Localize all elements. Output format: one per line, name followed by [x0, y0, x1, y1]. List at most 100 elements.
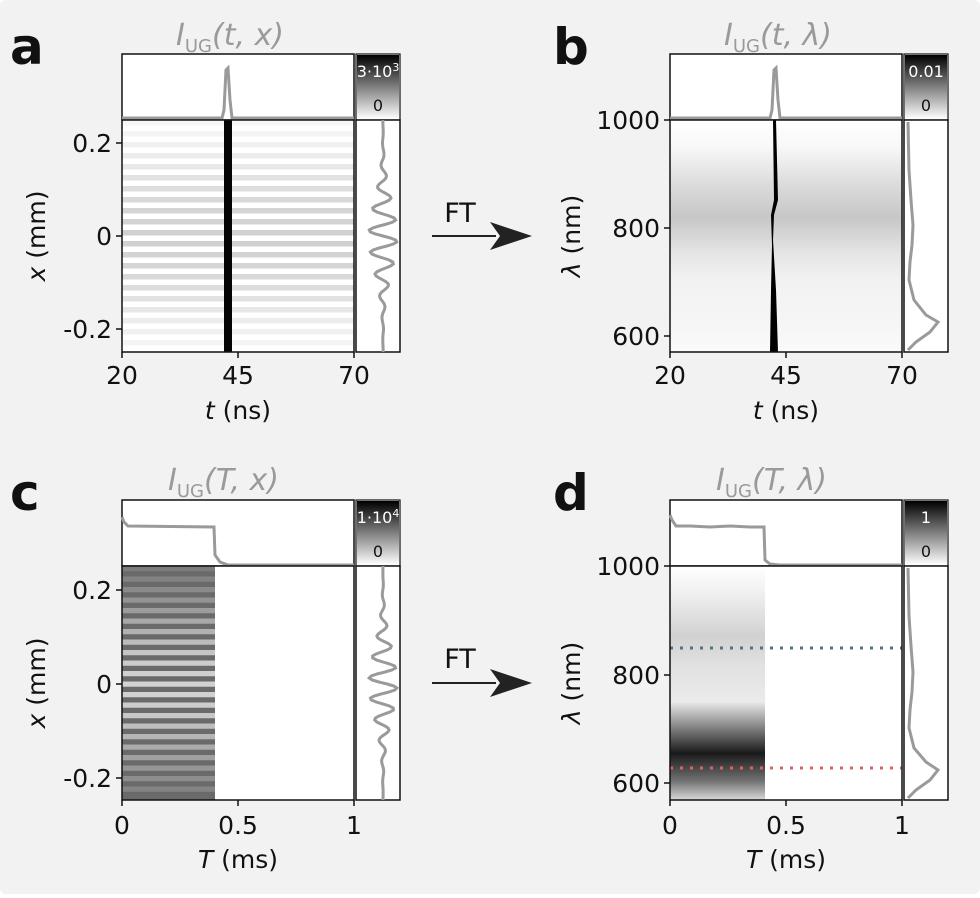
spectrum-d: [906, 567, 941, 800]
fringe: [122, 285, 354, 291]
time-profile-d: [668, 514, 902, 567]
fringe: [122, 120, 354, 126]
x-tick-d-1: 0.5: [766, 811, 806, 840]
fringe: [122, 723, 215, 729]
panel-b: 0.01 0 20 45 70 1000 800 600 t (ns) λ (n…: [557, 53, 949, 425]
fringe: [122, 307, 354, 313]
fringe: [122, 340, 354, 346]
fringe: [122, 608, 215, 614]
time-profile: [122, 64, 354, 120]
spectrum-box-d: [903, 565, 949, 801]
fringe: [122, 618, 215, 624]
fringe: [122, 329, 354, 335]
y-tick-a-2: -0.2: [63, 315, 112, 344]
heatmap-b-band: [670, 120, 902, 352]
fringe: [122, 186, 354, 192]
y-tick-b-0: 1000: [596, 106, 660, 135]
fringe: [122, 263, 354, 269]
fringe: [122, 241, 354, 247]
fringe: [122, 681, 215, 687]
x-tick-c-1: 0.5: [218, 811, 258, 840]
panel-d: 1 0 0 0.5 1 1000 800 600 T (ms) λ (nm): [557, 499, 949, 874]
time-profile-box-d: [669, 499, 903, 567]
fringe: [122, 566, 215, 572]
x-tick-a-0: 20: [106, 361, 138, 390]
panel-title-a: IUG(t, x): [176, 18, 284, 57]
colorbar-c-max: 1·104: [357, 507, 400, 527]
fringe: [122, 197, 354, 203]
colorbar-a-max: 3·103: [357, 61, 400, 81]
fringe: [122, 765, 215, 771]
fringe: [122, 274, 354, 280]
ft-label-bottom: FT: [444, 644, 476, 675]
fringe: [122, 702, 215, 708]
x-tick-d-0: 0: [662, 811, 678, 840]
colorbar-b-max: 0.01: [908, 62, 944, 81]
space-profile-a: [367, 120, 399, 352]
axis-b: 20 45 70 1000 800 600 t (ns) λ (nm): [557, 106, 918, 425]
fringe: [122, 713, 215, 719]
x-tick-b-2: 70: [886, 361, 918, 390]
fringe: [122, 175, 354, 181]
fringe: [122, 597, 215, 603]
x-tick-a-2: 70: [338, 361, 370, 390]
time-profile-box-c: [121, 499, 355, 567]
heatmap-a-bg: [122, 120, 354, 352]
panel-title-c: IUG(T, x): [168, 463, 279, 502]
axis-a: 20 45 70 0.2 0 -0.2 t (ns) x (mm): [22, 129, 370, 425]
colorbar-b-min: 0: [921, 96, 931, 115]
x-tick-c-2: 1: [346, 811, 362, 840]
ft-arrow-bottom: FT: [432, 644, 532, 697]
panel-labels: a b c d IUG(t, x) IUG(t, λ) IUG(T, x) IU…: [10, 18, 832, 522]
heatmap-d-band: [670, 566, 765, 800]
y-label-c: x (mm): [22, 638, 51, 730]
colorbar-d-min: 0: [921, 542, 931, 561]
fringe: [122, 786, 215, 792]
panel-letter-d: d: [553, 464, 589, 522]
y-tick-c-0: 0.2: [72, 576, 112, 605]
fringe: [122, 318, 354, 324]
fringe: [122, 650, 215, 656]
panel-letter-c: c: [10, 464, 40, 522]
colorbar-c-min: 0: [373, 542, 383, 561]
fringe: [122, 576, 215, 582]
time-profile-c: [120, 516, 354, 567]
dispersed-pulse: [770, 120, 778, 352]
colorbar-d-max: 1: [921, 508, 931, 527]
fringe: [122, 164, 354, 170]
fringe: [122, 734, 215, 740]
panel-title-d: IUG(T, λ): [716, 463, 827, 502]
axis-d: 0 0.5 1 1000 800 600 T (ms) λ (nm): [557, 552, 910, 874]
fringe: [122, 660, 215, 666]
fringe: [122, 671, 215, 677]
y-tick-c-2: -0.2: [63, 764, 112, 793]
fringe: [122, 776, 215, 782]
y-tick-d-2: 600: [612, 769, 660, 798]
fringe: [122, 639, 215, 645]
x-tick-a-1: 45: [222, 361, 254, 390]
y-tick-d-1: 800: [612, 661, 660, 690]
fringe: [122, 208, 354, 214]
heatmap-a-fringes: [122, 120, 354, 346]
panel-title-b: IUG(t, λ): [724, 18, 832, 57]
panel-a: 3·103 0 20 45 70 0.2 0 -0.2 t (ns) x (mm…: [22, 53, 401, 425]
space-profile-c: [366, 566, 400, 800]
ft-label-top: FT: [444, 198, 476, 229]
ft-arrow-top: FT: [432, 198, 532, 250]
y-label-b: λ (nm): [557, 195, 586, 279]
fringe: [122, 744, 215, 750]
fringe: [122, 755, 215, 761]
pulse-line: [224, 120, 232, 352]
fringe: [122, 153, 354, 159]
colorbar-a-min: 0: [373, 96, 383, 115]
panel-letter-a: a: [10, 18, 44, 76]
x-label-d: T (ms): [746, 845, 826, 874]
x-tick-d-2: 1: [894, 811, 910, 840]
x-tick-c-0: 0: [114, 811, 130, 840]
axis-c: 0 0.5 1 0.2 0 -0.2 T (ms) x (mm): [22, 576, 362, 874]
y-tick-a-0: 0.2: [72, 129, 112, 158]
time-profile-box-b: [669, 53, 903, 121]
y-tick-c-1: 0: [96, 670, 112, 699]
